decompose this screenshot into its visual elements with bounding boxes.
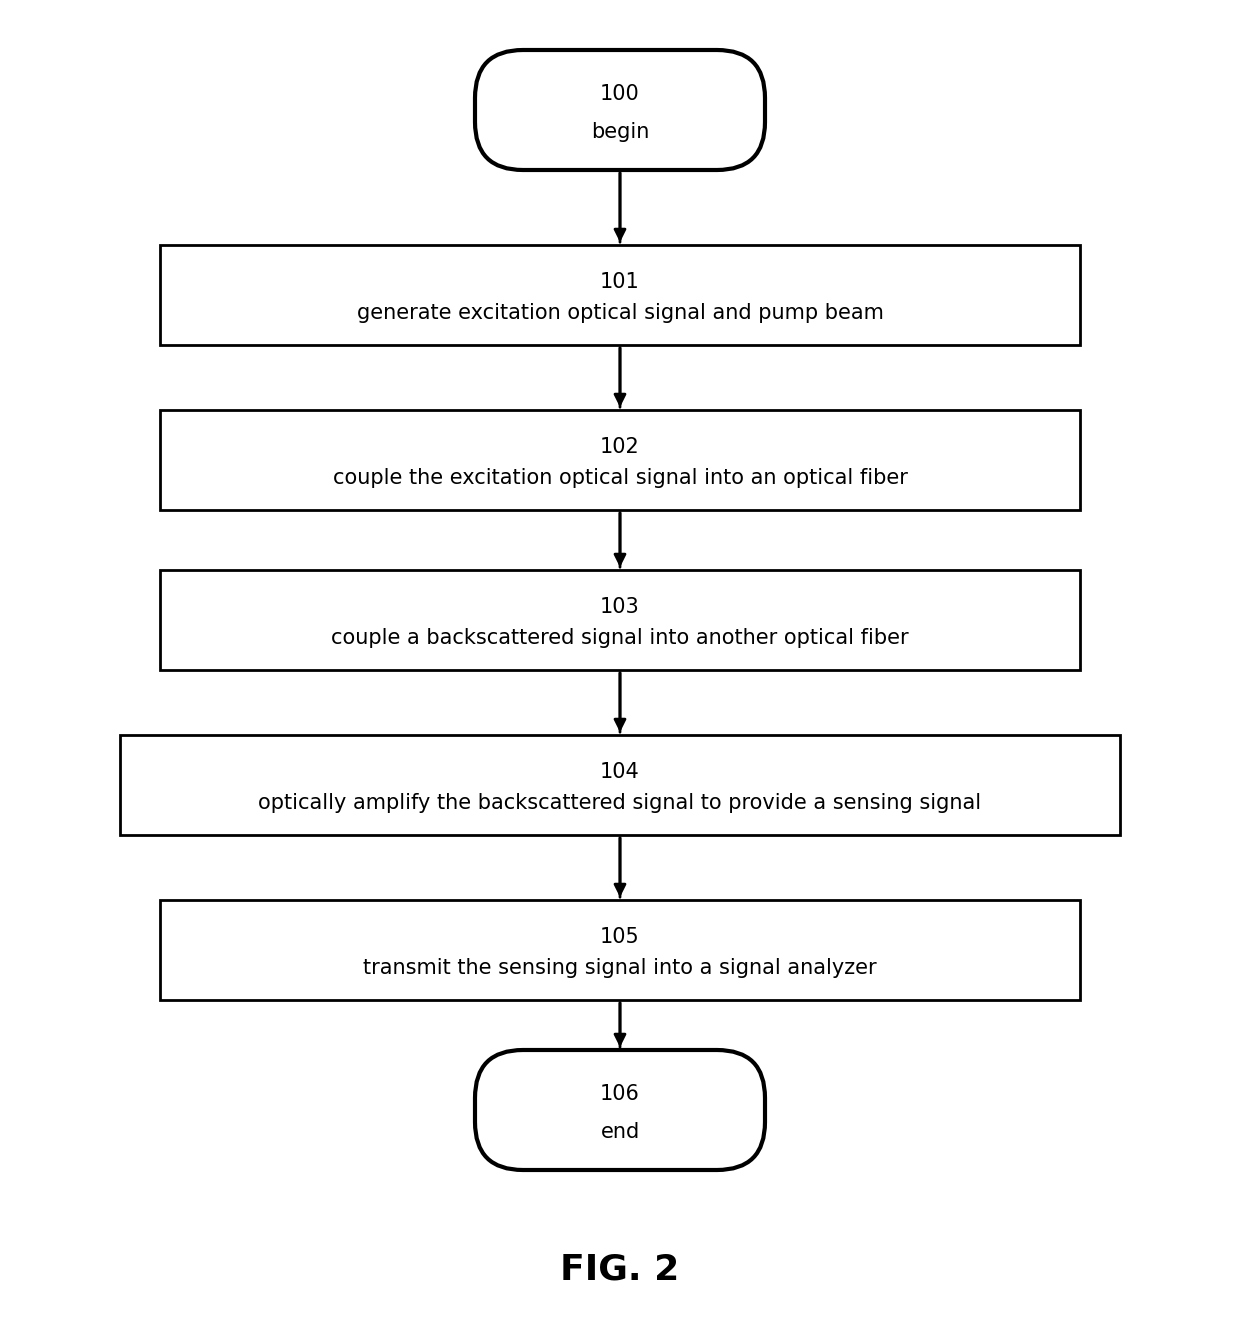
Text: end: end	[600, 1122, 640, 1141]
Text: couple the excitation optical signal into an optical fiber: couple the excitation optical signal int…	[332, 468, 908, 487]
Text: 101: 101	[600, 272, 640, 292]
Text: FIG. 2: FIG. 2	[560, 1254, 680, 1287]
Bar	[160, 410, 1080, 510]
FancyBboxPatch shape	[475, 1050, 765, 1170]
Text: couple a backscattered signal into another optical fiber: couple a backscattered signal into anoth…	[331, 627, 909, 649]
Text: generate excitation optical signal and pump beam: generate excitation optical signal and p…	[357, 303, 883, 324]
Text: 105: 105	[600, 927, 640, 947]
Text: 100: 100	[600, 85, 640, 104]
Bar	[160, 569, 1080, 670]
Bar	[160, 900, 1080, 1000]
Text: begin: begin	[590, 122, 650, 141]
Text: 106: 106	[600, 1085, 640, 1104]
Text: transmit the sensing signal into a signal analyzer: transmit the sensing signal into a signa…	[363, 958, 877, 978]
Text: 104: 104	[600, 762, 640, 782]
Text: 102: 102	[600, 437, 640, 457]
Text: optically amplify the backscattered signal to provide a sensing signal: optically amplify the backscattered sign…	[258, 793, 982, 812]
Bar	[120, 734, 1120, 835]
FancyBboxPatch shape	[475, 50, 765, 170]
Bar	[160, 244, 1080, 345]
Text: 103: 103	[600, 597, 640, 617]
